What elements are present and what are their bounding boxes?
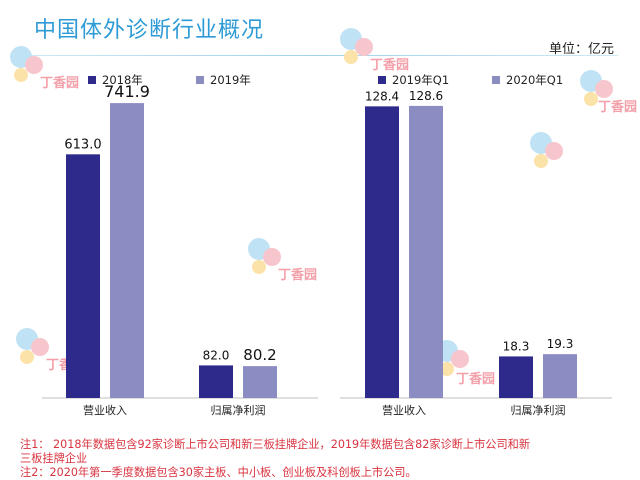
- footnotes: 注1： 2018年数据包含92家诊断上市公司和新三板挂牌企业，2019年数据包含…: [20, 438, 626, 480]
- legend-swatch: [378, 76, 386, 84]
- bar: [409, 105, 443, 398]
- category-label: 营业收入: [382, 403, 426, 417]
- data-label: 82.0: [203, 348, 230, 362]
- data-label: 80.2: [243, 346, 276, 364]
- legend-label: 2020年Q1: [506, 73, 563, 87]
- bar: [66, 154, 100, 398]
- bar: [543, 354, 577, 398]
- data-label: 18.3: [503, 339, 530, 353]
- category-label: 营业收入: [83, 403, 127, 417]
- data-label: 19.3: [547, 337, 574, 351]
- footnote-line: 三板挂牌企业: [20, 452, 88, 465]
- legend-swatch: [88, 76, 96, 84]
- page-title: 中国体外诊断行业概况: [34, 18, 265, 43]
- bar: [199, 365, 233, 398]
- data-label: 613.0: [64, 137, 101, 152]
- bar: [243, 366, 277, 398]
- legend-label: 2019年Q1: [392, 73, 449, 87]
- bar: [365, 106, 399, 398]
- watermark-text: 丁香园: [598, 100, 638, 115]
- data-label: 741.9: [104, 82, 150, 101]
- legend-label: 2018年: [102, 73, 143, 87]
- unit-label: 单位：亿元: [548, 42, 614, 57]
- category-label: 归属净利润: [211, 403, 266, 417]
- legend-swatch: [196, 76, 204, 84]
- watermark-text: 丁香园: [278, 268, 318, 283]
- watermark-text: 丁香园: [370, 58, 410, 73]
- bar: [110, 103, 144, 398]
- bar: [499, 356, 533, 398]
- legend-swatch: [492, 76, 500, 84]
- footnote-line: 注2：2020年第一季度数据包含30家主板、中小板、创业板及科创板上市公司。: [20, 466, 417, 479]
- watermark-text: 丁香园: [40, 76, 80, 91]
- watermark-text: 丁香园: [456, 372, 496, 387]
- title-divider: [18, 55, 618, 56]
- category-label: 归属净利润: [511, 403, 566, 417]
- data-label: 128.6: [409, 89, 443, 103]
- legend-label: 2019年: [210, 73, 251, 87]
- footnote-line: 注1： 2018年数据包含92家诊断上市公司和新三板挂牌企业，2019年数据包含…: [20, 438, 531, 451]
- data-label: 128.4: [365, 89, 399, 103]
